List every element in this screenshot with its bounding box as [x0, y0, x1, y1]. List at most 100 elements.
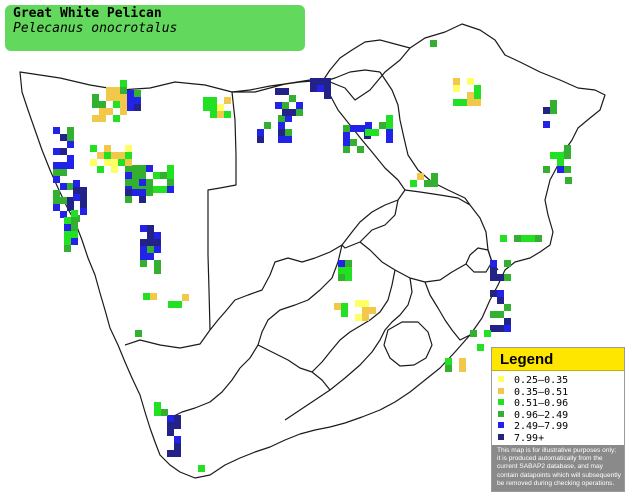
occurrence-cell: [341, 310, 348, 317]
legend-item-label: 0.51–0.96: [514, 398, 569, 409]
occurrence-cell: [174, 450, 181, 457]
legend-items: 0.25–0.35 0.35–0.51 0.51–0.96 0.96–2.49 …: [492, 371, 624, 444]
occurrence-cell: [67, 127, 74, 134]
occurrence-cell: [343, 125, 350, 132]
occurrence-cell: [317, 78, 324, 85]
occurrence-cell: [125, 179, 132, 186]
occurrence-cell: [132, 172, 139, 179]
occurrence-cell: [334, 303, 341, 310]
occurrence-cell: [497, 325, 504, 332]
occurrence-cell: [504, 325, 511, 332]
occurrence-cell: [154, 239, 161, 246]
occurrence-cell: [497, 274, 504, 281]
occurrence-cell: [53, 190, 60, 197]
occurrence-cell: [71, 217, 78, 224]
occurrence-cell: [113, 115, 120, 122]
occurrence-cell: [60, 183, 67, 190]
legend-swatch: [498, 410, 504, 417]
country-boundaries: [19, 23, 606, 479]
occurrence-cell: [132, 165, 139, 172]
occurrence-cell: [154, 409, 161, 416]
occurrence-cell: [357, 125, 364, 132]
occurrence-cell: [160, 172, 167, 179]
province-border-7: [169, 367, 241, 419]
occurrence-cell: [550, 100, 557, 107]
legend-item: 0.96–2.49: [498, 410, 624, 422]
legend-item: 7.99+: [498, 433, 624, 445]
occurrence-cell: [139, 196, 146, 203]
occurrence-cell: [53, 162, 60, 169]
legend-swatch: [498, 387, 504, 394]
occurrence-cell: [134, 97, 141, 104]
occurrence-cell: [139, 165, 146, 172]
occurrence-cell: [174, 422, 181, 429]
legend-heading: Legend: [492, 348, 624, 371]
occurrence-cell: [140, 253, 147, 260]
occurrence-cell: [504, 304, 511, 311]
occurrence-cell: [99, 108, 106, 115]
occurrence-cell: [53, 148, 60, 155]
occurrence-cell: [80, 187, 87, 194]
occurrence-cell: [278, 136, 285, 143]
occurrence-cell: [154, 267, 161, 274]
occurrence-cell: [125, 159, 132, 166]
occurrence-cell: [147, 246, 154, 253]
occurrence-cell: [104, 159, 111, 166]
province-border-2: [239, 244, 343, 369]
occurrence-cell: [484, 330, 491, 337]
legend-swatch: [498, 433, 504, 440]
occurrence-cell: [60, 134, 67, 141]
occurrence-cell: [285, 136, 292, 143]
occurrence-cell: [60, 148, 67, 155]
occurrence-cell: [120, 101, 127, 108]
border-namibia-botswana: [207, 91, 237, 331]
occurrence-cell: [528, 235, 535, 242]
occurrence-cell: [135, 330, 142, 337]
occurrence-cell: [198, 465, 205, 472]
occurrence-cell: [120, 87, 127, 94]
occurrence-cell: [125, 196, 132, 203]
occurrence-cell: [53, 176, 60, 183]
occurrence-cell: [134, 104, 141, 111]
occurrence-cell: [160, 186, 167, 193]
occurrence-cell: [217, 111, 224, 118]
occurrence-cell: [296, 109, 303, 116]
occurrence-cell: [490, 274, 497, 281]
occurrence-cell: [338, 274, 345, 281]
occurrence-cell: [490, 290, 497, 297]
occurrence-cell: [285, 115, 292, 122]
occurrence-cell: [71, 238, 78, 245]
occurrence-cell: [154, 260, 161, 267]
occurrence-cell: [338, 267, 345, 274]
occurrence-cell: [453, 78, 460, 85]
occurrence-cell: [410, 180, 417, 187]
occurrence-cell: [64, 224, 71, 231]
occurrence-cell: [127, 97, 134, 104]
legend-item-label: 0.35–0.51: [514, 386, 569, 398]
occurrence-cell: [362, 314, 369, 321]
occurrence-cell: [282, 102, 289, 109]
border-botswana-sa: [209, 199, 399, 331]
occurrence-cell: [73, 180, 80, 187]
occurrence-cell: [174, 436, 181, 443]
occurrence-cell: [64, 245, 71, 252]
province-border-6: [284, 277, 413, 421]
occurrence-cell: [182, 294, 189, 301]
occurrence-cell: [99, 115, 106, 122]
occurrence-cell: [343, 139, 350, 146]
occurrence-cell: [345, 267, 352, 274]
occurrence-cell: [565, 177, 572, 184]
occurrence-cell: [139, 172, 146, 179]
province-border-5: [424, 281, 471, 341]
occurrence-cell: [296, 102, 303, 109]
occurrence-cell: [203, 97, 210, 104]
occurrence-cell: [324, 92, 331, 99]
occurrence-cell: [357, 146, 364, 153]
occurrence-cell: [113, 94, 120, 101]
occurrence-cell: [369, 307, 376, 314]
occurrence-cell: [470, 330, 477, 337]
species-title-card: Great White Pelican Pelecanus onocrotalu…: [5, 5, 305, 51]
occurrence-cell: [521, 235, 528, 242]
occurrence-cell: [150, 293, 157, 300]
